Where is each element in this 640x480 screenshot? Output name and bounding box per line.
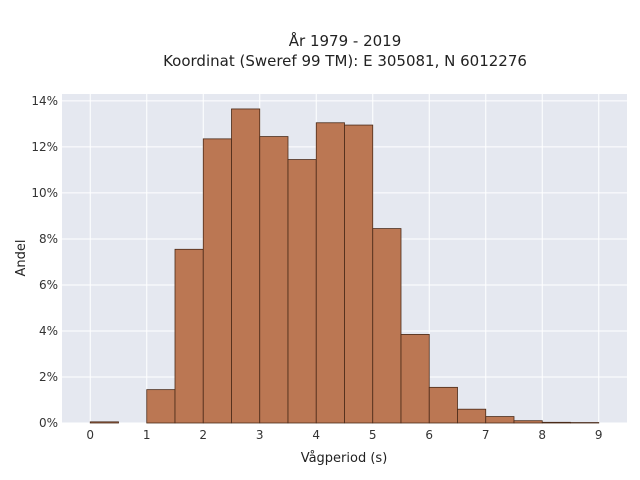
y-tick-label: 6% [39, 278, 58, 292]
histogram-bar [400, 334, 430, 424]
x-axis-ticks: 0 1 2 3 4 5 6 7 8 9 [86, 428, 602, 442]
histogram-bar [541, 421, 571, 424]
histogram-bar [428, 386, 458, 424]
histogram-bar [146, 389, 176, 424]
histogram-bar [259, 136, 289, 424]
y-axis-label: Andel [14, 240, 29, 277]
x-tick-label: 8 [538, 428, 546, 442]
histogram-bar [457, 408, 487, 424]
x-tick-label: 6 [425, 428, 433, 442]
x-tick-label: 9 [595, 428, 603, 442]
x-tick-label: 3 [256, 428, 264, 442]
x-tick-label: 0 [86, 428, 94, 442]
histogram-bar [372, 228, 402, 424]
histogram-bar [202, 138, 232, 424]
x-tick-label: 1 [143, 428, 151, 442]
histogram-bar [344, 124, 374, 424]
histogram-bar [287, 159, 317, 424]
x-tick-label: 4 [312, 428, 320, 442]
histogram-bar [89, 421, 119, 424]
y-axis-ticks: 0% 2% 4% 6% 8% 10% 12% 14% [31, 94, 58, 430]
x-tick-label: 5 [369, 428, 377, 442]
x-tick-label: 2 [199, 428, 207, 442]
histogram-bar [485, 416, 515, 424]
histogram-bar [174, 248, 204, 424]
histogram-bar [231, 108, 261, 424]
chart-title-line1: År 1979 - 2019 [289, 31, 402, 50]
x-axis-label: Vågperiod (s) [301, 451, 388, 466]
y-tick-label: 12% [31, 140, 58, 154]
y-tick-label: 14% [31, 94, 58, 108]
chart-title-line2: Koordinat (Sweref 99 TM): E 305081, N 60… [163, 52, 527, 70]
y-tick-label: 0% [39, 416, 58, 430]
y-tick-label: 8% [39, 232, 58, 246]
y-tick-label: 10% [31, 186, 58, 200]
histogram-bar [315, 122, 345, 424]
bars [89, 108, 600, 424]
x-tick-label: 7 [482, 428, 490, 442]
y-tick-label: 2% [39, 370, 58, 384]
y-tick-label: 4% [39, 324, 58, 338]
histogram-bar [513, 420, 543, 424]
